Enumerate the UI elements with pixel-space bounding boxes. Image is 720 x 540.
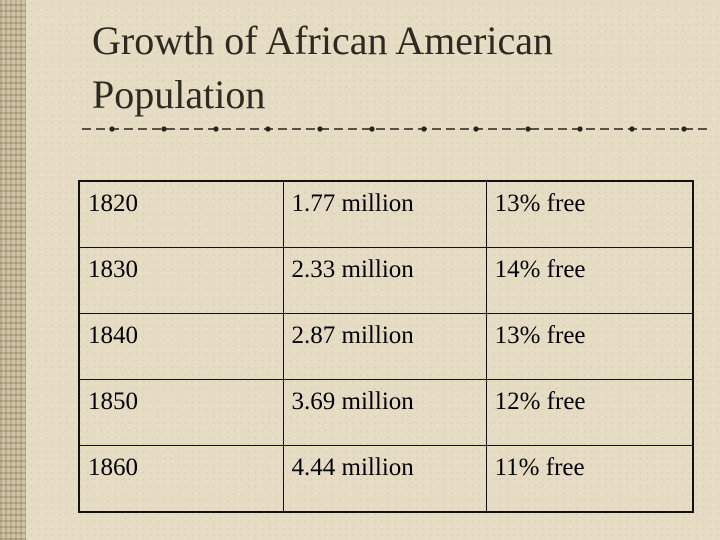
year-cell: 1850 (78, 379, 284, 446)
free-percent-cell: 11% free (485, 445, 694, 513)
table-row: 1850 3.69 million 12% free (78, 379, 694, 446)
year-cell: 1840 (78, 313, 284, 380)
population-cell: 1.77 million (282, 180, 487, 248)
population-cell: 4.44 million (282, 445, 487, 513)
table-row: 1840 2.87 million 13% free (78, 313, 694, 380)
table-row: 1820 1.77 million 13% free (78, 180, 694, 248)
population-cell: 2.87 million (282, 313, 487, 380)
free-percent-cell: 13% free (485, 180, 694, 248)
table-row: 1860 4.44 million 11% free (78, 445, 694, 513)
year-cell: 1830 (78, 247, 284, 314)
population-cell: 3.69 million (282, 379, 487, 446)
title-divider (82, 126, 712, 132)
population-cell: 2.33 million (282, 247, 487, 314)
free-percent-cell: 14% free (485, 247, 694, 314)
population-table: 1820 1.77 million 13% free 1830 2.33 mil… (78, 180, 694, 513)
free-percent-cell: 12% free (485, 379, 694, 446)
slide-title: Growth of African American Population (92, 14, 692, 122)
year-cell: 1860 (78, 445, 284, 513)
year-cell: 1820 (78, 180, 284, 248)
slide-title-line-2: Population (92, 72, 266, 117)
decorative-side-strip (0, 0, 26, 540)
table-row: 1830 2.33 million 14% free (78, 247, 694, 314)
free-percent-cell: 13% free (485, 313, 694, 380)
slide-title-line-1: Growth of African American (92, 18, 553, 63)
